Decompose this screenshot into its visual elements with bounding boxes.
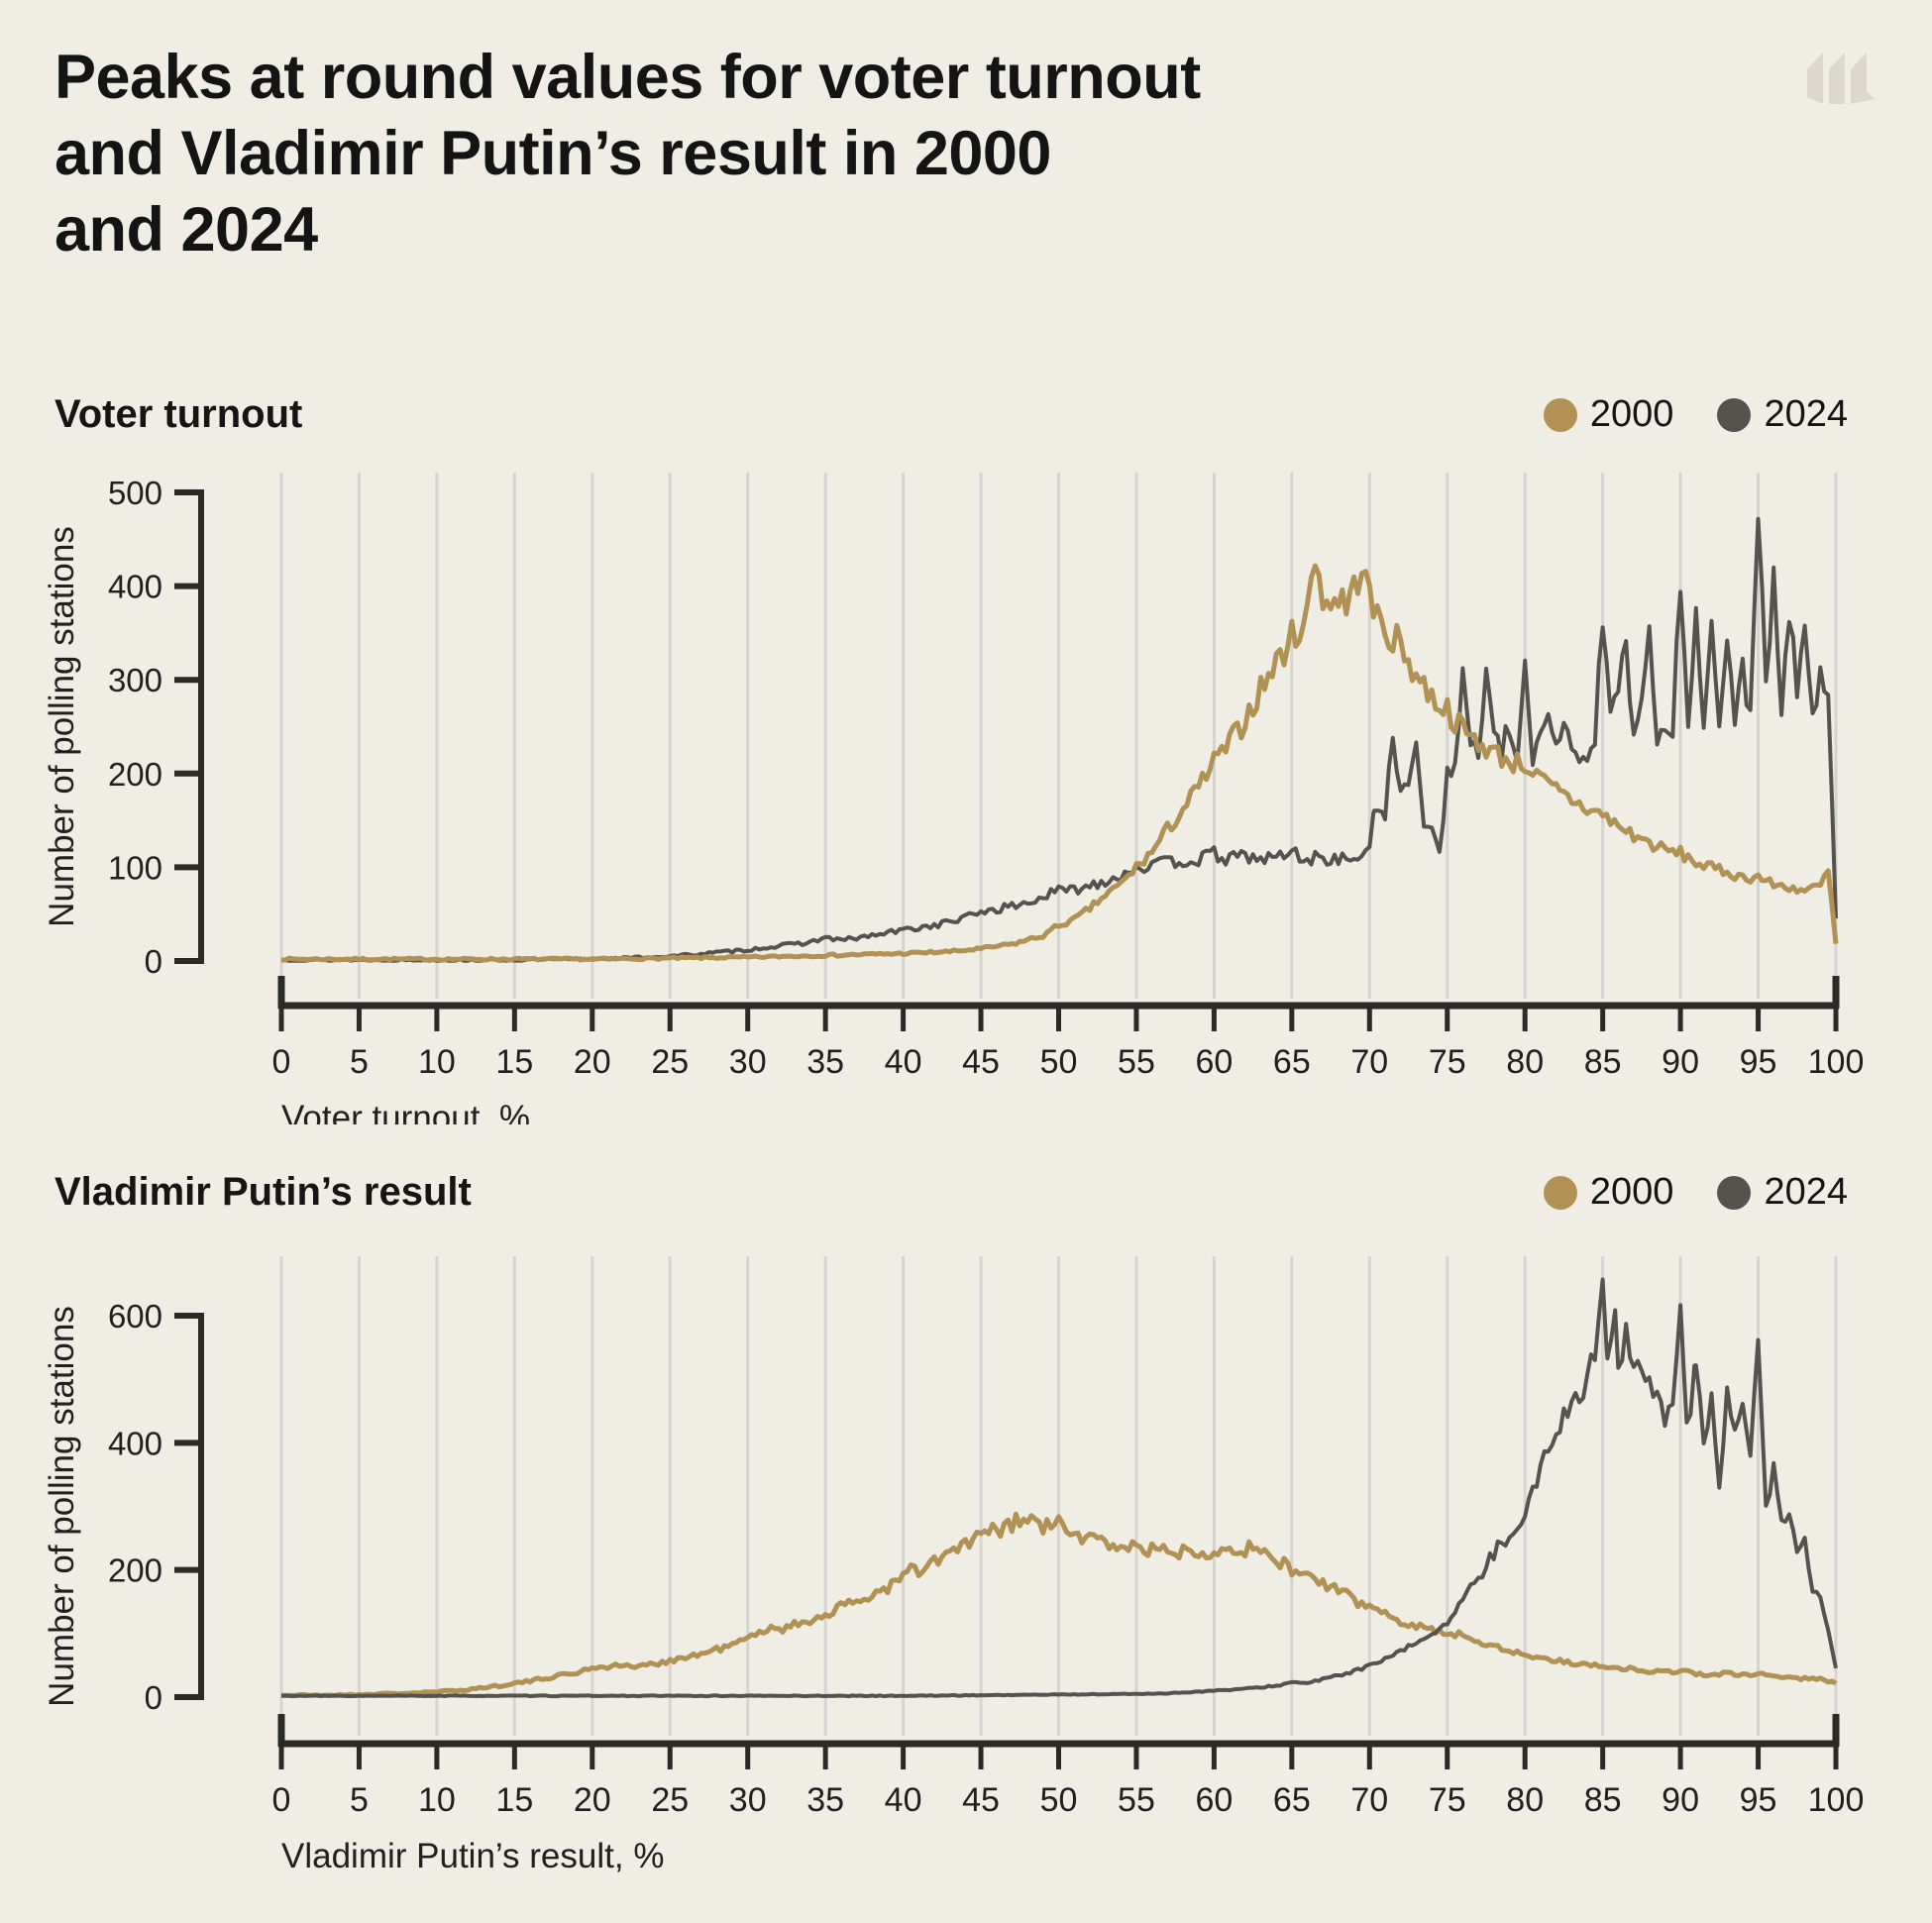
y-tick-label: 200 (108, 1552, 162, 1589)
x-tick-label: 75 (1429, 1781, 1466, 1819)
legend-item-2024: 2024 (1717, 1171, 1848, 1214)
x-tick-label: 50 (1040, 1781, 1078, 1819)
y-axis-title: Number of polling stations (43, 1306, 81, 1707)
x-tick-label: 35 (806, 1043, 844, 1081)
legend: 2000 2024 (1543, 1171, 1848, 1214)
x-tick-label: 45 (962, 1043, 1000, 1081)
y-tick-label: 0 (145, 943, 162, 980)
y-tick-label: 300 (108, 662, 162, 698)
y-tick-label: 400 (108, 1425, 162, 1461)
x-tick-label: 5 (350, 1043, 369, 1081)
legend-dot-2024-icon (1717, 397, 1752, 432)
x-tick-label: 30 (729, 1043, 767, 1081)
y-tick-label: 200 (108, 756, 162, 793)
x-tick-label: 5 (350, 1781, 369, 1819)
page-title: Peaks at round values for voter turnout … (54, 43, 1201, 265)
x-tick-label: 75 (1429, 1043, 1466, 1081)
legend-label-2024: 2024 (1764, 1171, 1848, 1213)
meduza-logo (1807, 53, 1875, 104)
legend-dot-2000-icon (1543, 1175, 1577, 1210)
x-tick-label: 55 (1118, 1781, 1155, 1819)
legend-label-2000: 2000 (1589, 393, 1674, 435)
y-tick-label: 0 (145, 1679, 162, 1716)
x-tick-label: 40 (885, 1781, 922, 1819)
legend-dot-2024-icon (1717, 1175, 1752, 1210)
legend: 2000 2024 (1543, 393, 1848, 436)
x-tick-label: 70 (1350, 1781, 1388, 1819)
y-axis-title: Number of polling stations (43, 526, 81, 927)
x-tick-label: 35 (806, 1781, 844, 1819)
putin-result-plot: 0 200 400 600 Number of polling stations 0 5 10… (43, 1256, 1865, 1875)
x-tick-label: 30 (729, 1781, 767, 1819)
x-tick-label: 15 (495, 1781, 533, 1819)
chart-heading: Vladimir Putin’s result (54, 1170, 472, 1214)
legend-item-2024: 2024 (1717, 393, 1848, 436)
x-tick-label: 90 (1662, 1043, 1699, 1081)
x-tick-label: 60 (1195, 1043, 1233, 1081)
series-line-2000 (281, 1511, 1838, 1698)
y-tick-label: 100 (108, 849, 162, 886)
x-axis-title: Voter turnout, % (281, 1099, 530, 1124)
y-tick-label: 500 (108, 475, 162, 511)
y-tick-label: 600 (108, 1298, 162, 1335)
x-tick-label: 65 (1273, 1781, 1311, 1819)
legend-label-2000: 2000 (1589, 1171, 1674, 1213)
x-tick-label: 0 (272, 1781, 291, 1819)
x-tick-label: 70 (1350, 1043, 1388, 1081)
x-tick-label: 85 (1584, 1043, 1622, 1081)
x-tick-label: 55 (1118, 1043, 1155, 1081)
x-tick-label: 0 (272, 1043, 291, 1081)
x-tick-label: 80 (1506, 1781, 1544, 1819)
x-tick-label: 25 (651, 1781, 689, 1819)
x-tick-label: 50 (1040, 1043, 1078, 1081)
x-tick-label: 10 (418, 1043, 456, 1081)
x-tick-label: 100 (1808, 1043, 1865, 1081)
chart-header-putin-result: Vladimir Putin’s result 2000 2024 (54, 1170, 1848, 1215)
x-tick-label: 95 (1740, 1781, 1777, 1819)
x-tick-label: 15 (495, 1043, 533, 1081)
x-tick-label: 100 (1808, 1781, 1865, 1819)
x-tick-label: 95 (1740, 1043, 1777, 1081)
x-tick-label: 20 (574, 1781, 611, 1819)
x-tick-label: 85 (1584, 1781, 1622, 1819)
x-tick-label: 45 (962, 1781, 1000, 1819)
x-tick-label: 80 (1506, 1043, 1544, 1081)
x-tick-label: 65 (1273, 1043, 1311, 1081)
legend-item-2000: 2000 (1543, 393, 1674, 436)
x-tick-label: 90 (1662, 1781, 1699, 1819)
x-tick-label: 25 (651, 1043, 689, 1081)
legend-label-2024: 2024 (1764, 393, 1848, 435)
x-axis-title: Vladimir Putin’s result, % (281, 1837, 664, 1875)
x-tick-label: 60 (1195, 1781, 1233, 1819)
x-tick-label: 10 (418, 1781, 456, 1819)
chart-heading: Voter turnout (54, 392, 303, 436)
legend-dot-2000-icon (1543, 397, 1577, 432)
series-line-2000 (280, 563, 1839, 963)
x-tick-label: 40 (885, 1043, 922, 1081)
chart-header-voter-turnout: Voter turnout 2000 2024 (54, 392, 1848, 437)
legend-item-2000: 2000 (1543, 1171, 1674, 1214)
y-tick-label: 400 (108, 569, 162, 605)
series-line-2024 (280, 1277, 1838, 1699)
x-tick-label: 20 (574, 1043, 611, 1081)
